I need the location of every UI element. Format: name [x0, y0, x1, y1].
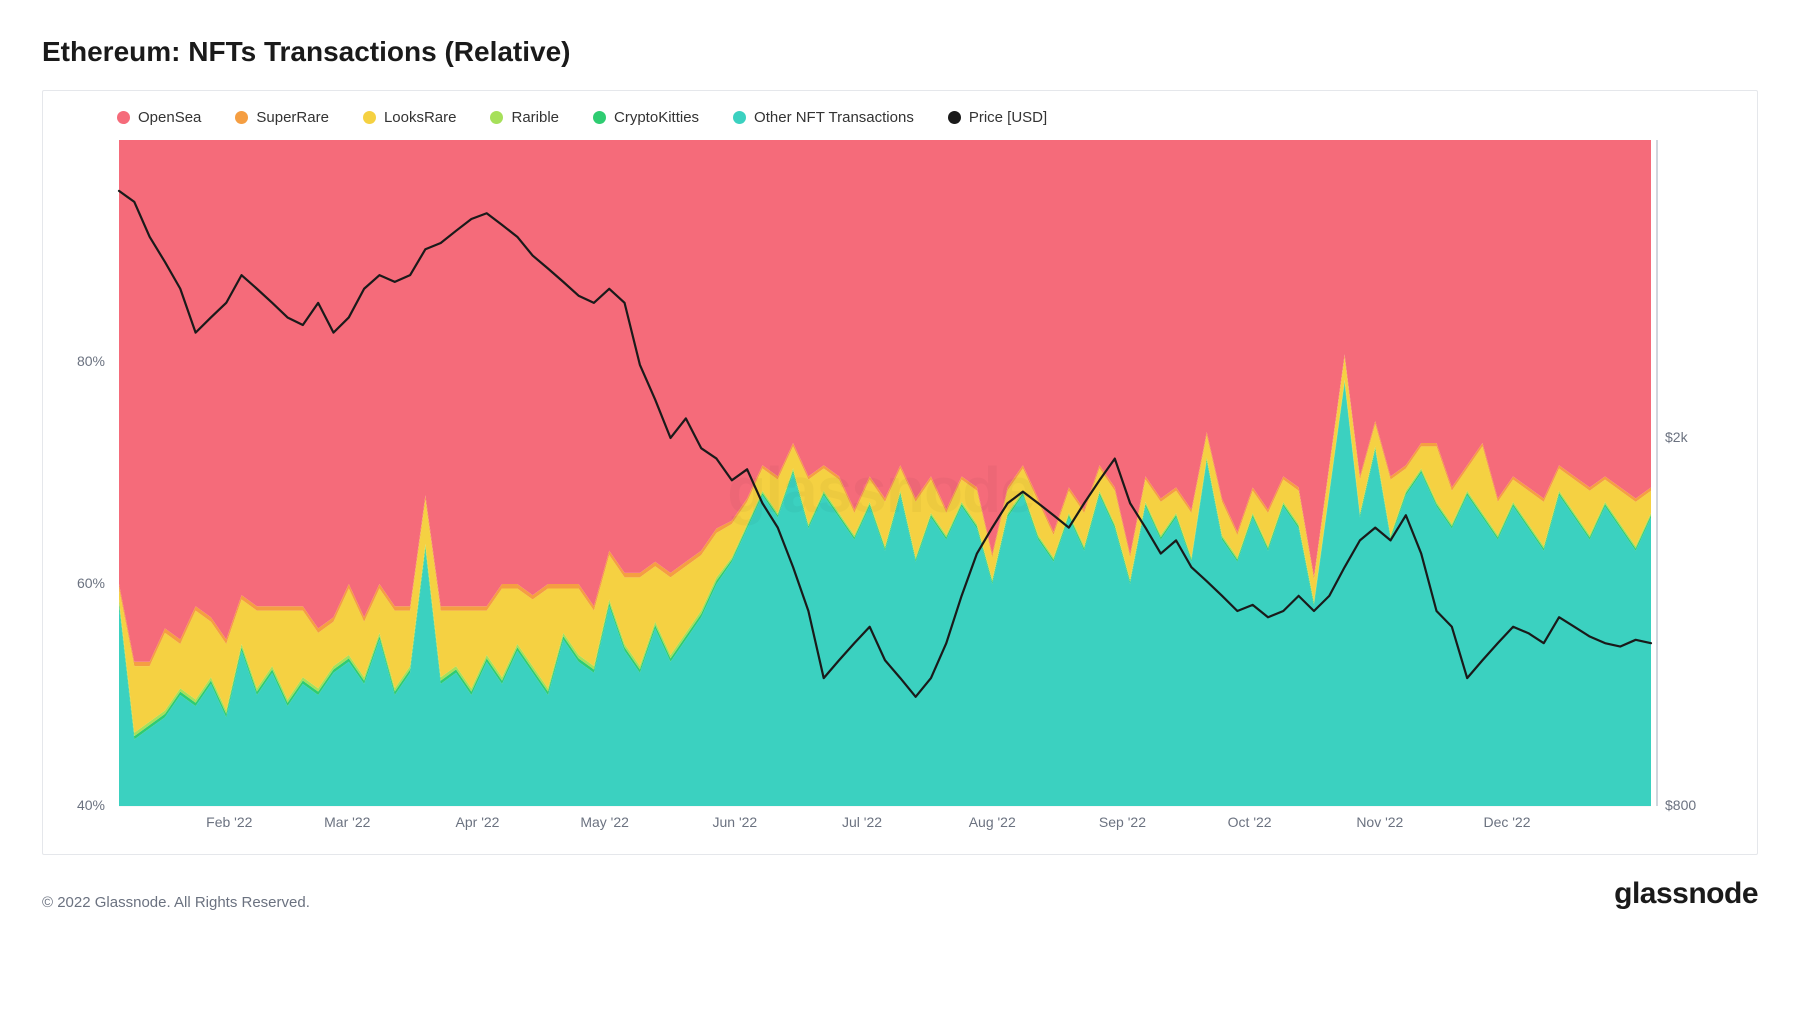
- x-tick-label: Sep '22: [1099, 814, 1146, 830]
- x-tick-label: Oct '22: [1228, 814, 1272, 830]
- legend-item[interactable]: CryptoKitties: [593, 109, 699, 126]
- y-left-tick-label: 60%: [61, 575, 105, 591]
- page-footer: © 2022 Glassnode. All Rights Reserved. g…: [42, 877, 1758, 911]
- legend-label: Price [USD]: [969, 109, 1047, 126]
- legend-item[interactable]: Other NFT Transactions: [733, 109, 914, 126]
- legend-label: Other NFT Transactions: [754, 109, 914, 126]
- legend-label: LooksRare: [384, 109, 457, 126]
- legend-swatch: [363, 111, 376, 124]
- y-left-tick-label: 80%: [61, 353, 105, 369]
- x-tick-label: Dec '22: [1483, 814, 1530, 830]
- x-tick-label: Nov '22: [1356, 814, 1403, 830]
- chart-card: OpenSea SuperRare LooksRare Rarible CryptoKi…: [42, 90, 1758, 855]
- x-tick-label: Apr '22: [456, 814, 500, 830]
- legend-item[interactable]: SuperRare: [235, 109, 329, 126]
- y-left-tick-label: 40%: [61, 797, 105, 813]
- x-tick-label: May '22: [580, 814, 629, 830]
- legend-swatch: [490, 111, 503, 124]
- y-right-tick-label: $800: [1665, 797, 1696, 813]
- x-tick-label: Aug '22: [969, 814, 1016, 830]
- x-tick-label: Jun '22: [713, 814, 758, 830]
- legend-item[interactable]: LooksRare: [363, 109, 457, 126]
- plot-container: glassnode 40%60%80%$800$2kFeb '22Mar '22…: [61, 140, 1701, 840]
- legend-label: CryptoKitties: [614, 109, 699, 126]
- chart-svg: [61, 140, 1701, 840]
- legend-swatch: [235, 111, 248, 124]
- brand-logo: glassnode: [1614, 877, 1758, 911]
- legend-label: SuperRare: [256, 109, 329, 126]
- legend-swatch: [733, 111, 746, 124]
- legend-label: OpenSea: [138, 109, 201, 126]
- chart-legend: OpenSea SuperRare LooksRare Rarible CryptoKi…: [61, 105, 1739, 140]
- copyright-text: © 2022 Glassnode. All Rights Reserved.: [42, 894, 310, 911]
- x-tick-label: Feb '22: [206, 814, 252, 830]
- legend-swatch: [117, 111, 130, 124]
- legend-label: Rarible: [511, 109, 559, 126]
- page-title: Ethereum: NFTs Transactions (Relative): [42, 36, 1758, 68]
- legend-swatch: [593, 111, 606, 124]
- legend-item[interactable]: Rarible: [490, 109, 559, 126]
- legend-item[interactable]: Price [USD]: [948, 109, 1047, 126]
- legend-item[interactable]: OpenSea: [117, 109, 201, 126]
- x-tick-label: Mar '22: [324, 814, 370, 830]
- y-right-tick-label: $2k: [1665, 429, 1688, 445]
- legend-swatch: [948, 111, 961, 124]
- x-tick-label: Jul '22: [842, 814, 882, 830]
